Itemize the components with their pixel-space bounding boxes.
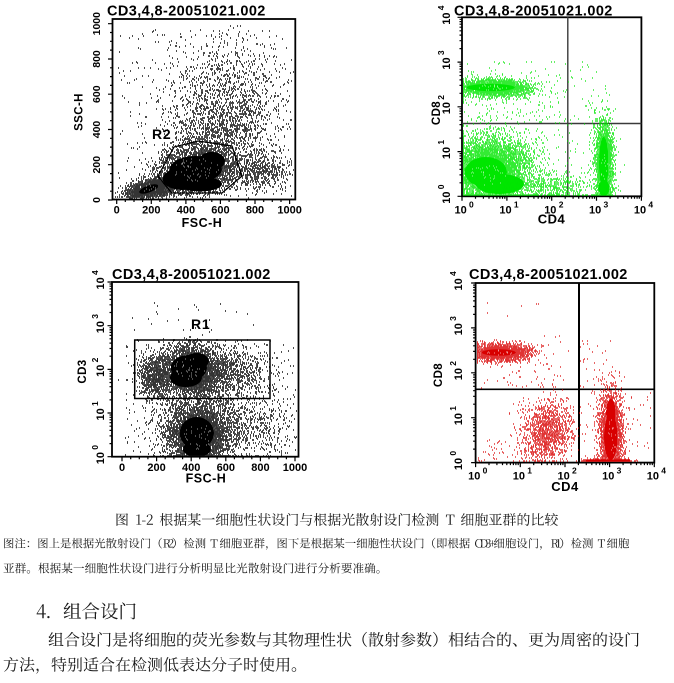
svg-text:0: 0 (114, 205, 120, 217)
svg-text:CD3,4,8-20051021.002: CD3,4,8-20051021.002 (469, 267, 628, 283)
svg-text:R1: R1 (191, 316, 211, 332)
svg-text:10: 10 (441, 102, 453, 114)
svg-text:10: 10 (95, 408, 107, 420)
svg-text:CD3,4,8-20051021.002: CD3,4,8-20051021.002 (112, 267, 271, 283)
svg-text:0: 0 (469, 200, 474, 210)
svg-text:2: 2 (90, 357, 100, 362)
svg-text:4: 4 (90, 270, 100, 275)
svg-text:10: 10 (453, 413, 465, 425)
svg-text:1000: 1000 (283, 462, 307, 474)
svg-text:CD3,4,8-20051021.002: CD3,4,8-20051021.002 (454, 4, 613, 20)
svg-text:600: 600 (211, 205, 229, 217)
svg-text:400: 400 (182, 462, 200, 474)
svg-text:1: 1 (436, 140, 446, 145)
svg-text:10: 10 (453, 278, 465, 290)
svg-text:1: 1 (514, 200, 519, 210)
svg-text:10: 10 (453, 458, 465, 470)
svg-text:200: 200 (147, 462, 165, 474)
svg-text:3: 3 (436, 50, 446, 55)
svg-text:800: 800 (251, 462, 269, 474)
svg-text:10: 10 (455, 205, 467, 217)
svg-text:1000: 1000 (91, 12, 103, 36)
svg-text:2: 2 (572, 466, 577, 476)
svg-text:0: 0 (448, 451, 458, 456)
svg-text:10: 10 (634, 205, 646, 217)
svg-text:400: 400 (177, 205, 195, 217)
svg-text:10: 10 (95, 365, 107, 377)
svg-text:10: 10 (453, 368, 465, 380)
svg-text:0: 0 (119, 462, 125, 474)
svg-text:600: 600 (217, 462, 235, 474)
svg-text:3: 3 (448, 316, 458, 321)
svg-text:400: 400 (91, 121, 103, 139)
svg-text:10: 10 (95, 277, 107, 289)
svg-text:200: 200 (91, 156, 103, 174)
svg-text:10: 10 (589, 205, 601, 217)
svg-text:10: 10 (441, 192, 453, 204)
svg-text:3: 3 (604, 200, 609, 210)
svg-text:10: 10 (544, 205, 556, 217)
svg-text:10: 10 (468, 471, 480, 483)
svg-text:0: 0 (90, 445, 100, 450)
svg-text:600: 600 (91, 85, 103, 103)
svg-text:10: 10 (441, 13, 453, 25)
svg-text:R2: R2 (152, 126, 172, 142)
svg-text:4: 4 (448, 271, 458, 276)
svg-text:3: 3 (90, 314, 100, 319)
svg-text:4: 4 (648, 200, 653, 210)
svg-text:1000: 1000 (277, 205, 301, 217)
svg-text:1: 1 (448, 406, 458, 411)
svg-text:3: 3 (617, 466, 622, 476)
svg-text:SSC-H: SSC-H (74, 93, 86, 131)
svg-text:CD8: CD8 (431, 101, 443, 125)
svg-text:2: 2 (559, 200, 564, 210)
svg-text:1: 1 (90, 401, 100, 406)
svg-text:CD3: CD3 (77, 359, 89, 383)
svg-text:4: 4 (436, 5, 446, 10)
svg-text:10: 10 (647, 471, 659, 483)
svg-text:FSC-H: FSC-H (186, 472, 227, 486)
svg-text:CD3,4,8-20051021.002: CD3,4,8-20051021.002 (107, 4, 266, 20)
svg-text:10: 10 (441, 57, 453, 69)
svg-text:10: 10 (602, 471, 614, 483)
svg-text:4: 4 (661, 466, 666, 476)
svg-text:CD8: CD8 (433, 363, 445, 387)
svg-text:CD4: CD4 (538, 212, 566, 227)
svg-text:10: 10 (513, 471, 525, 483)
svg-text:10: 10 (453, 323, 465, 335)
svg-text:1: 1 (527, 466, 532, 476)
svg-text:0: 0 (436, 184, 446, 189)
svg-text:0: 0 (483, 466, 488, 476)
svg-text:10: 10 (95, 321, 107, 333)
svg-text:10: 10 (499, 205, 511, 217)
svg-text:0: 0 (91, 197, 103, 203)
svg-text:800: 800 (91, 50, 103, 68)
svg-text:10: 10 (95, 452, 107, 464)
svg-text:FSC-H: FSC-H (182, 216, 223, 230)
svg-text:2: 2 (448, 361, 458, 366)
svg-text:CD4: CD4 (551, 479, 579, 494)
svg-text:200: 200 (142, 205, 160, 217)
svg-text:800: 800 (246, 205, 264, 217)
svg-text:2: 2 (436, 95, 446, 100)
svg-text:10: 10 (441, 147, 453, 159)
svg-text:10: 10 (558, 471, 570, 483)
